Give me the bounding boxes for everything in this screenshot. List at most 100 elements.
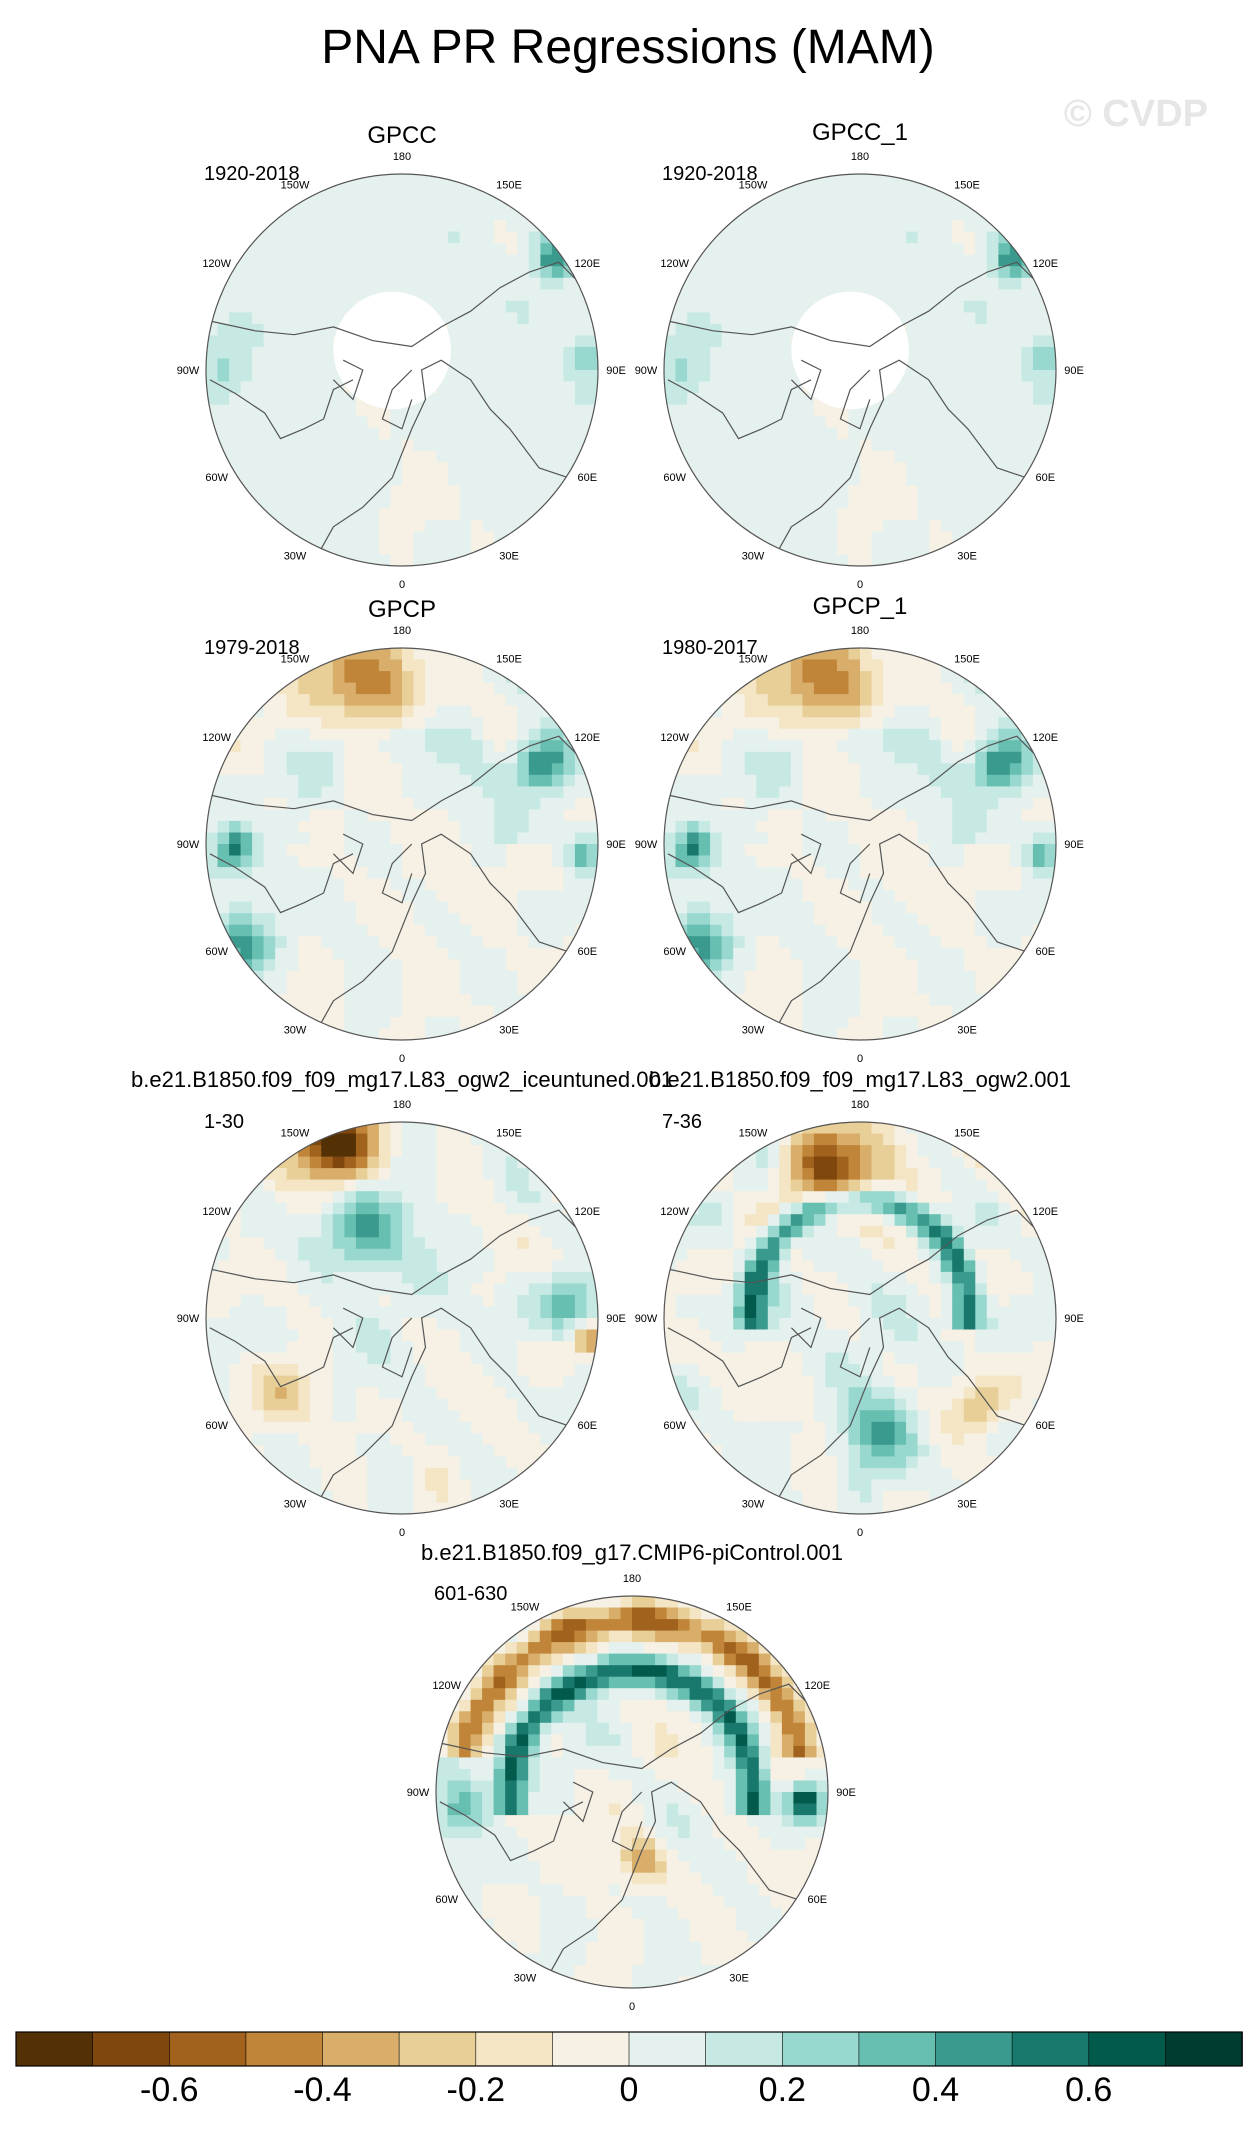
field-cell: [744, 936, 757, 949]
field-cell: [448, 220, 461, 233]
field-cell: [298, 462, 311, 475]
field-cell: [894, 936, 907, 949]
field-cell: [929, 936, 942, 949]
field-cell: [756, 1364, 769, 1377]
field-cell: [240, 450, 253, 463]
field-cell: [494, 381, 507, 394]
field-cell: [790, 439, 803, 452]
field-cell: [367, 751, 380, 764]
field-cell: [906, 924, 919, 937]
field-cell: [471, 1433, 484, 1446]
field-cell: [355, 947, 368, 960]
field-cell: [687, 774, 700, 787]
field-cell: [860, 277, 873, 290]
field-cell: [402, 982, 415, 995]
field-cell: [540, 300, 553, 313]
field-cell: [448, 254, 461, 267]
field-cell: [894, 947, 907, 960]
field-cell: [517, 1202, 530, 1215]
field-cell: [286, 266, 299, 279]
field-cell: [1009, 266, 1022, 279]
field-cell: [952, 890, 965, 903]
field-cell: [459, 404, 472, 417]
field-cell: [344, 1398, 357, 1411]
field-cell: [402, 450, 415, 463]
longitude-label: 150W: [739, 180, 768, 192]
field-cell: [779, 508, 792, 521]
field-cell: [425, 970, 438, 983]
field-cell: [883, 947, 896, 960]
field-cell: [275, 335, 288, 348]
field-cell: [871, 786, 884, 799]
field-cell: [355, 901, 368, 914]
field-cell: [528, 740, 541, 753]
field-cell: [986, 462, 999, 475]
field-cell: [1009, 485, 1022, 498]
field-cell: [263, 1214, 276, 1227]
field-cell: [413, 648, 426, 661]
field-cell: [963, 289, 976, 302]
field-cell: [1032, 878, 1045, 891]
field-cell: [448, 427, 461, 440]
field-cell: [836, 648, 849, 661]
field-cell: [448, 346, 461, 359]
field-cell: [813, 786, 826, 799]
field-cell: [252, 462, 265, 475]
field-cell: [517, 1375, 530, 1388]
field-cell: [871, 1005, 884, 1018]
field-cell: [721, 763, 734, 776]
field-cell: [263, 751, 276, 764]
field-cell: [894, 913, 907, 926]
field-cell: [825, 844, 838, 857]
field-cell: [1044, 335, 1056, 348]
field-cell: [528, 1375, 541, 1388]
field-cell: [744, 1364, 757, 1377]
field-cell: [240, 913, 253, 926]
field-cell: [813, 473, 826, 486]
field-cell: [825, 1016, 838, 1029]
field-cell: [744, 682, 757, 695]
field-cell: [378, 508, 391, 521]
field-cell: [744, 970, 757, 983]
field-cell: [871, 648, 884, 661]
field-cell: [813, 832, 826, 845]
field-cell: [286, 867, 299, 880]
field-cell: [298, 982, 311, 995]
field-cell: [298, 208, 311, 221]
field-cell: [929, 427, 942, 440]
field-cell: [298, 855, 311, 868]
field-cell: [975, 346, 988, 359]
field-cell: [551, 1364, 564, 1377]
field-cell: [586, 844, 598, 857]
field-cell: [309, 542, 322, 555]
field-cell: [390, 671, 403, 684]
field-cell: [459, 913, 472, 926]
field-cell: [975, 728, 988, 741]
field-cell: [721, 786, 734, 799]
field-cell: [894, 277, 907, 290]
field-cell: [390, 751, 403, 764]
field-cell: [756, 1444, 769, 1457]
field-cell: [390, 531, 403, 544]
field-cell: [275, 970, 288, 983]
field-cell: [963, 312, 976, 325]
field-cell: [756, 1398, 769, 1411]
field-cell: [390, 1214, 403, 1227]
field-cell: [825, 1005, 838, 1018]
field-cell: [240, 1329, 253, 1342]
field-cell: [378, 982, 391, 995]
field-cell: [698, 1364, 711, 1377]
field-cell: [790, 231, 803, 244]
field-cell: [802, 439, 815, 452]
field-cell: [906, 751, 919, 764]
field-cell: [494, 970, 507, 983]
field-cell: [471, 1271, 484, 1284]
field-cell: [367, 982, 380, 995]
field-cell: [298, 959, 311, 972]
field-cell: [448, 809, 461, 822]
field-cell: [402, 1202, 415, 1215]
field-cell: [471, 1387, 484, 1400]
field-cell: [733, 231, 746, 244]
field-cell: [767, 1490, 780, 1503]
field-cell: [894, 220, 907, 233]
